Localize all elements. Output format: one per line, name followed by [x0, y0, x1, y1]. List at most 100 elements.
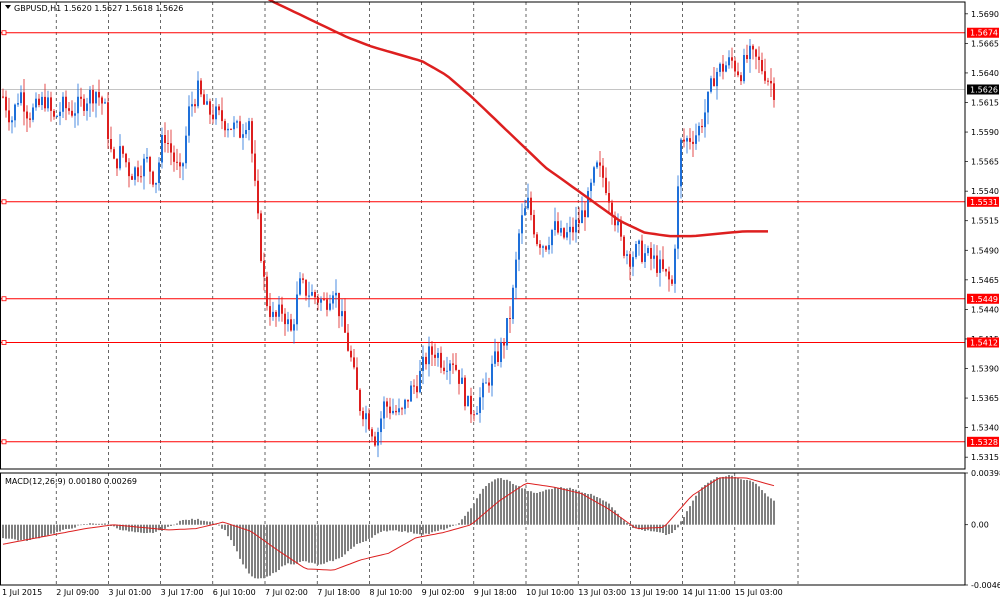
- macd-bar: [539, 491, 541, 525]
- x-tick-label: 3 Jul 01:00: [108, 588, 151, 597]
- macd-bar: [266, 524, 268, 577]
- macd-bar: [125, 524, 127, 531]
- macd-bar: [107, 524, 109, 525]
- macd-bar: [209, 521, 211, 525]
- candle-body: [143, 158, 145, 177]
- candle-body: [266, 276, 268, 307]
- candle-body: [728, 57, 730, 66]
- candle-body: [215, 106, 217, 120]
- macd-bar: [761, 490, 763, 525]
- candle-body: [281, 304, 283, 314]
- candle-body: [230, 128, 232, 130]
- macd-bar: [545, 489, 547, 525]
- candle-body: [158, 162, 160, 183]
- macd-bar: [611, 507, 613, 525]
- macd-bar: [749, 480, 751, 525]
- macd-bar: [302, 524, 304, 562]
- candle-body: [611, 202, 613, 216]
- candle-body: [248, 121, 250, 130]
- candle-body: [41, 96, 43, 106]
- candle-body: [227, 128, 229, 131]
- macd-bar: [659, 524, 661, 533]
- candle-body: [44, 96, 46, 109]
- y-tick-label: 1.5315: [971, 453, 999, 462]
- x-tick-label: 8 Jul 10:00: [369, 588, 412, 597]
- candle-body: [596, 162, 598, 168]
- candle-body: [719, 63, 721, 72]
- macd-bar: [269, 524, 271, 576]
- y-tick-label: 1.5340: [971, 424, 999, 433]
- level-anchor-icon[interactable]: [1, 296, 7, 302]
- candle-body: [533, 214, 535, 235]
- macd-bar: [599, 498, 601, 525]
- macd-bar: [605, 501, 607, 525]
- macd-bar: [563, 488, 565, 525]
- macd-bar: [728, 475, 730, 525]
- candle-body: [221, 110, 223, 122]
- candle-body: [161, 135, 163, 163]
- macd-bar: [698, 491, 700, 525]
- x-tick-label: 7 Jul 18:00: [317, 588, 360, 597]
- macd-bar: [137, 524, 139, 533]
- macd-bar: [683, 517, 685, 525]
- menu-triangle-icon[interactable]: [5, 5, 11, 9]
- candle-body: [182, 163, 184, 167]
- candle-body: [527, 197, 529, 209]
- candle-body: [467, 395, 469, 407]
- candle-body: [674, 248, 676, 284]
- candle-body: [179, 162, 181, 167]
- candle-body: [194, 104, 196, 107]
- macd-bar: [14, 524, 16, 540]
- candle-body: [704, 112, 706, 128]
- macd-bar: [8, 524, 10, 539]
- macd-bar: [128, 524, 130, 532]
- macd-bar: [581, 492, 583, 525]
- candle-body: [377, 432, 379, 446]
- level-tag-label: 1.5531: [970, 198, 998, 207]
- candle-body: [485, 382, 487, 384]
- candle-body: [473, 414, 475, 416]
- level-anchor-icon[interactable]: [1, 199, 7, 205]
- candle-body: [557, 221, 559, 233]
- candle-body: [335, 292, 337, 296]
- level-anchor-icon[interactable]: [1, 439, 7, 445]
- macd-bar: [368, 524, 370, 539]
- candle-body: [446, 370, 448, 372]
- macd-bar: [26, 524, 28, 541]
- macd-bar: [311, 524, 313, 563]
- macd-bar: [359, 524, 361, 544]
- candle-body: [323, 299, 325, 301]
- candle-body: [32, 107, 34, 120]
- macd-bar: [692, 500, 694, 525]
- candle-body: [152, 171, 154, 185]
- macd-bar: [635, 524, 637, 528]
- macd-bar: [392, 524, 394, 531]
- macd-bar: [572, 489, 574, 525]
- candle-body: [287, 319, 289, 325]
- macd-bar: [626, 523, 628, 525]
- candle-body: [326, 299, 328, 310]
- macd-bar: [440, 524, 442, 530]
- macd-bar: [2, 524, 4, 539]
- level-anchor-icon[interactable]: [1, 30, 7, 36]
- main-pane-frame: [0, 1, 966, 470]
- candle-body: [689, 138, 691, 142]
- macd-bar: [62, 524, 64, 530]
- level-tag: [967, 337, 999, 348]
- macd-bar: [674, 524, 676, 531]
- candle-body: [443, 367, 445, 372]
- level-anchor-icon[interactable]: [1, 340, 7, 345]
- macd-bar: [686, 511, 688, 525]
- level-tag-label: 1.5674: [970, 29, 998, 38]
- macd-bar: [623, 520, 625, 525]
- candle-body: [419, 370, 421, 393]
- candle-body: [410, 385, 412, 402]
- candle-body: [92, 89, 94, 104]
- macd-bar: [281, 524, 283, 567]
- candle-body: [365, 413, 367, 420]
- macd-bar: [602, 500, 604, 525]
- candle-body: [104, 102, 106, 104]
- macd-bar: [695, 495, 697, 525]
- candle-body: [440, 352, 442, 368]
